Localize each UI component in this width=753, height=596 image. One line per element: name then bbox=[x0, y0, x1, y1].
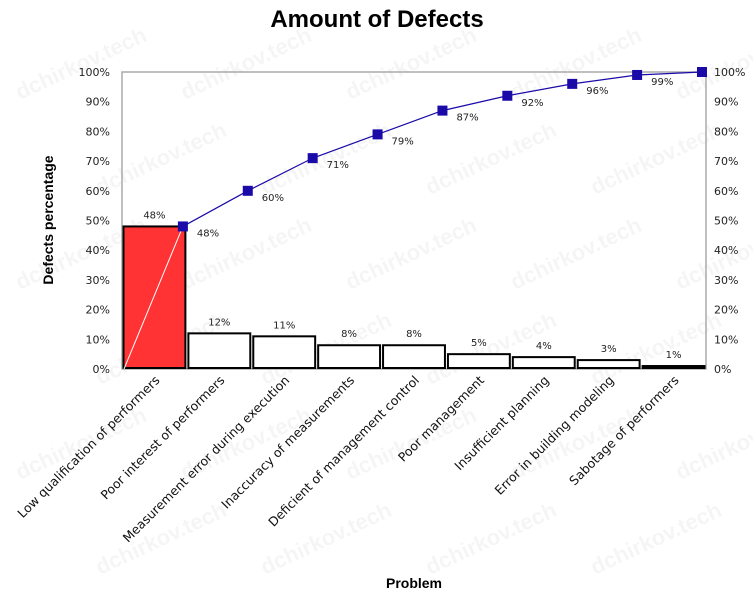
cumulative-point bbox=[177, 221, 188, 232]
bar-data-label: 48% bbox=[143, 210, 165, 221]
bar-data-label: 1% bbox=[666, 350, 682, 361]
bar bbox=[317, 344, 382, 369]
category-label: Low qualification of performers bbox=[14, 373, 162, 521]
bar bbox=[446, 353, 511, 369]
y-tick-label: 10% bbox=[86, 333, 110, 346]
y-tick-label: 40% bbox=[86, 244, 110, 257]
watermark-text: dchirkov.tech bbox=[587, 497, 726, 579]
cumulative-point bbox=[307, 153, 318, 164]
cumulative-point bbox=[242, 185, 253, 196]
y-tick-label: 70% bbox=[86, 155, 110, 168]
watermark-text: dchirkov.tech bbox=[177, 212, 316, 294]
y-tick-label: 80% bbox=[86, 125, 110, 138]
bar-data-label: 8% bbox=[341, 329, 357, 340]
watermark-text: dchirkov.tech bbox=[587, 117, 726, 199]
watermark-text: dchirkov.tech bbox=[12, 22, 151, 104]
watermark-text: dchirkov.tech bbox=[92, 117, 231, 199]
watermark-text: dchirkov.tech bbox=[342, 22, 481, 104]
bar bbox=[187, 332, 252, 369]
cumulative-point bbox=[372, 129, 383, 140]
secondary-y-tick-label: 60% bbox=[714, 185, 738, 198]
cumulative-point bbox=[697, 67, 707, 77]
bar-data-label: 5% bbox=[471, 338, 487, 349]
y-axis-label: Defects percentage bbox=[40, 155, 56, 284]
cumulative-point bbox=[567, 78, 578, 89]
secondary-y-tick-label: 70% bbox=[714, 155, 738, 168]
bar bbox=[511, 356, 576, 369]
secondary-y-tick-label: 20% bbox=[714, 304, 738, 317]
cumulative-data-label: 79% bbox=[392, 136, 414, 147]
bar-data-label: 8% bbox=[406, 329, 422, 340]
y-tick-label: 30% bbox=[86, 274, 110, 287]
watermark-text: dchirkov.tech bbox=[177, 22, 316, 104]
bar bbox=[252, 335, 317, 369]
cumulative-line bbox=[182, 71, 703, 227]
secondary-y-tick-label: 30% bbox=[714, 274, 738, 287]
plot-area-border bbox=[121, 71, 707, 370]
watermark-text: dchirkov.tech bbox=[507, 212, 646, 294]
cumulative-data-label: 48% bbox=[197, 228, 219, 239]
cumulative-point bbox=[502, 90, 513, 101]
cumulative-line-start-segment bbox=[123, 226, 184, 370]
secondary-y-tick-label: 40% bbox=[714, 244, 738, 257]
cumulative-point bbox=[437, 105, 448, 116]
y-tick-label: 50% bbox=[86, 215, 110, 228]
cumulative-data-label: 99% bbox=[651, 77, 673, 88]
watermark-text: dchirkov.tech bbox=[672, 22, 753, 104]
cumulative-point bbox=[632, 69, 643, 80]
y-tick-label: 60% bbox=[86, 185, 110, 198]
secondary-y-tick-label: 80% bbox=[714, 125, 738, 138]
watermark-text: dchirkov.tech bbox=[342, 212, 481, 294]
bar bbox=[382, 344, 446, 369]
chart-title: Amount of Defects bbox=[270, 6, 483, 33]
watermark-text: dchirkov.tech bbox=[672, 212, 753, 294]
secondary-y-tick-label: 50% bbox=[714, 215, 738, 228]
bar bbox=[576, 359, 641, 369]
cumulative-data-label: 60% bbox=[262, 193, 284, 204]
bar bbox=[641, 365, 706, 369]
watermark-text: dchirkov.tech bbox=[422, 497, 561, 579]
bar-data-label: 12% bbox=[208, 317, 230, 328]
secondary-y-tick-label: 90% bbox=[714, 96, 738, 109]
cumulative-data-label: 92% bbox=[521, 98, 543, 109]
secondary-y-tick-label: 0% bbox=[714, 363, 731, 376]
watermark-text: dchirkov.tech bbox=[672, 402, 753, 484]
y-tick-label: 90% bbox=[86, 96, 110, 109]
cumulative-data-label: 87% bbox=[456, 113, 478, 124]
cumulative-data-label: 71% bbox=[327, 160, 349, 171]
watermark-text: dchirkov.tech bbox=[422, 117, 561, 199]
secondary-y-tick-label: 10% bbox=[714, 333, 738, 346]
x-axis-label: Problem bbox=[386, 575, 442, 591]
bar-data-label: 3% bbox=[601, 344, 617, 355]
bar-data-label: 4% bbox=[536, 341, 552, 352]
bar-data-label: 11% bbox=[273, 320, 295, 331]
cumulative-data-label: 96% bbox=[586, 86, 608, 97]
y-tick-label: 100% bbox=[79, 66, 110, 79]
secondary-y-tick-label: 100% bbox=[714, 66, 745, 79]
y-tick-label: 0% bbox=[93, 363, 110, 376]
y-tick-label: 20% bbox=[86, 304, 110, 317]
